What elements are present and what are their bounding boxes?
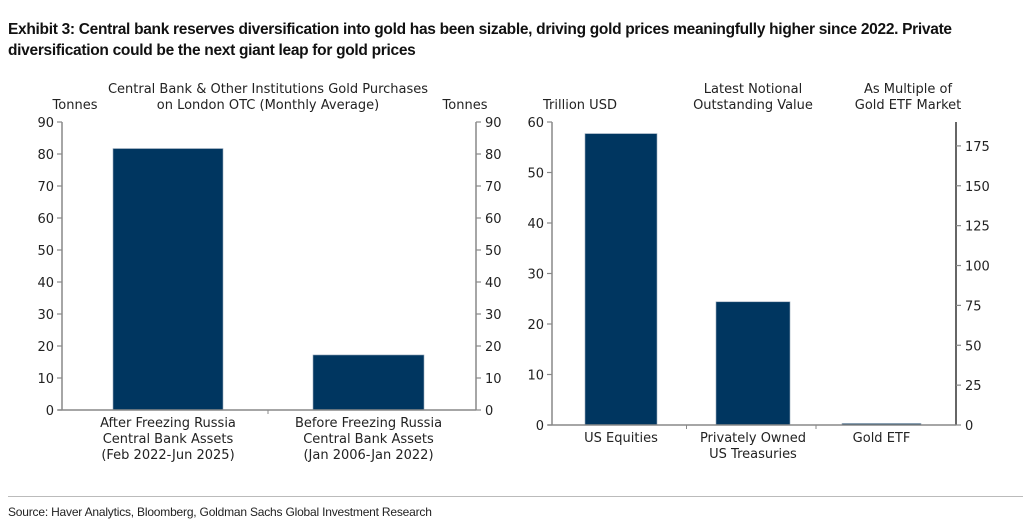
y-tick-label-left: 10 [527,369,544,384]
y-tick-label-left: 0 [536,419,544,434]
y-axis-label-left: Tonnes [52,98,98,113]
y-tick-label-left: 40 [37,276,54,291]
y-axis-label-right: As Multiple of [864,82,953,97]
y-tick-label-right: 175 [965,140,990,155]
y-axis-label-right: Tonnes [442,98,488,113]
source-note: Source: Haver Analytics, Bloomberg, Gold… [8,505,432,519]
y-tick-label-left: 20 [527,318,544,333]
y-tick-label-right: 75 [965,299,982,314]
chart-title: Latest Notional [704,82,802,97]
y-tick-label-right: 60 [485,212,502,227]
y-tick-label-right: 25 [965,379,982,394]
category-label: US Treasuries [709,447,797,462]
y-tick-label-left: 40 [527,217,544,232]
y-tick-label-right: 150 [965,180,990,195]
y-tick-label-left: 80 [37,148,54,163]
category-label: (Feb 2022-Jun 2025) [101,448,234,463]
y-tick-label-left: 50 [37,244,54,259]
category-label: Privately Owned [700,431,806,446]
y-tick-label-right: 20 [485,340,502,355]
category-label: Gold ETF [853,431,911,446]
chart-title: Outstanding Value [693,98,813,113]
y-tick-label-right: 30 [485,308,502,323]
chart-title: on London OTC (Monthly Average) [157,98,379,113]
category-label: Before Freezing Russia [295,416,442,431]
y-tick-label-right: 0 [485,404,493,419]
bar-0 [112,148,224,411]
category-label: After Freezing Russia [100,416,236,431]
category-label: US Equities [584,431,658,446]
y-tick-label-right: 10 [485,372,502,387]
y-tick-label-left: 60 [37,212,54,227]
y-tick-label-right: 80 [485,148,502,163]
bar-0 [584,133,658,426]
y-tick-label-right: 100 [965,260,990,275]
y-tick-label-left: 90 [37,116,54,131]
y-tick-label-right: 125 [965,220,990,235]
y-tick-label-right: 70 [485,180,502,195]
category-label: Central Bank Assets [303,432,434,447]
y-tick-label-left: 10 [37,372,54,387]
y-tick-label-left: 20 [37,340,54,355]
category-label: Central Bank Assets [103,432,234,447]
y-tick-label-right: 0 [965,419,973,434]
y-tick-label-left: 50 [527,167,544,182]
category-label: (Jan 2006-Jan 2022) [303,448,433,463]
y-axis-label-left: Trillion USD [542,98,617,113]
bar-1 [715,301,791,426]
bar-1 [312,354,425,411]
y-tick-label-left: 30 [37,308,54,323]
y-tick-label-right: 50 [485,244,502,259]
y-axis-label-right: Gold ETF Market [855,98,961,113]
exhibit-title: Exhibit 3: Central bank reserves diversi… [8,21,952,59]
y-tick-label-left: 0 [46,404,54,419]
y-tick-label-left: 60 [527,116,544,131]
footer-divider [8,496,1023,497]
chart-title: Central Bank & Other Institutions Gold P… [108,82,428,97]
y-tick-label-right: 90 [485,116,502,131]
y-tick-label-right: 40 [485,276,502,291]
y-tick-label-left: 70 [37,180,54,195]
y-tick-label-right: 50 [965,339,982,354]
y-tick-label-left: 30 [527,268,544,283]
